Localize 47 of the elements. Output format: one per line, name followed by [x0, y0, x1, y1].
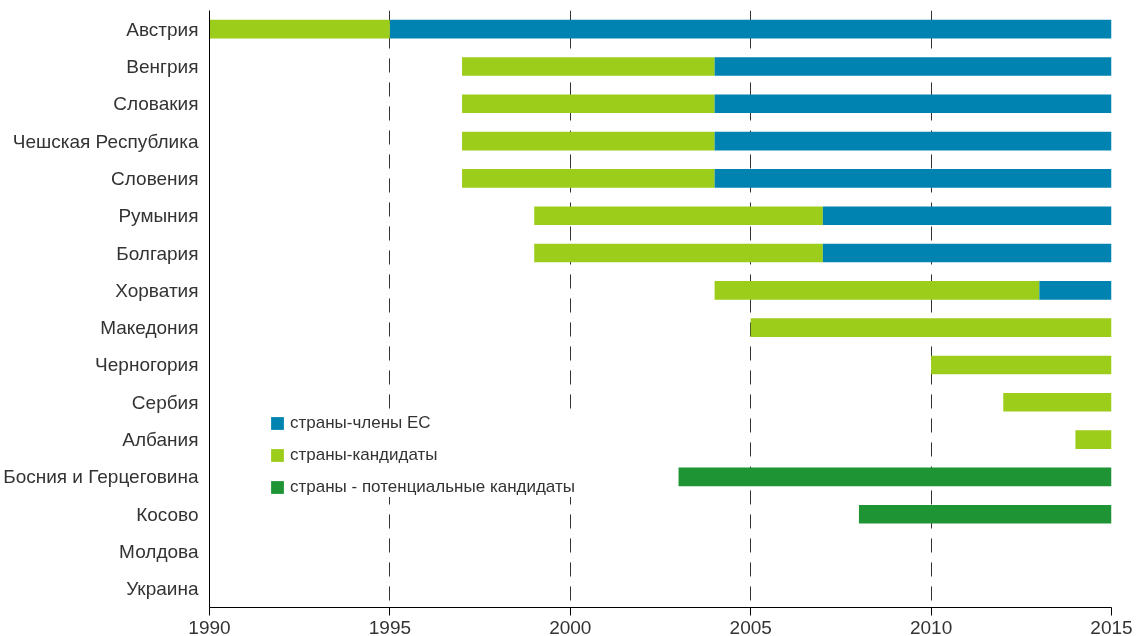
y-tick-label: Словакия [113, 93, 199, 115]
bar [822, 243, 1112, 263]
bar [714, 94, 1112, 114]
bar [678, 467, 1112, 487]
x-tick-label: 2000 [549, 616, 592, 636]
y-tick-label: Чешская Республика [12, 130, 199, 152]
x-tick-label: 2010 [909, 616, 953, 636]
y-tick-label: Македония [100, 317, 199, 339]
bar [462, 57, 715, 76]
x-tick-label: 2015 [1090, 616, 1133, 636]
bar [750, 318, 1112, 337]
y-tick-label: Украина [126, 578, 199, 600]
bar [858, 504, 1112, 524]
y-tick-label: Австрия [126, 18, 199, 40]
bar [714, 169, 1112, 188]
y-tick-label: Румыния [118, 205, 199, 227]
bar [931, 355, 1112, 375]
bar [389, 19, 1112, 39]
bar [1003, 392, 1112, 412]
bar [534, 243, 823, 263]
bar [534, 206, 823, 226]
bar [462, 169, 715, 188]
bar [714, 281, 1040, 300]
x-tick-label: 2005 [729, 616, 772, 636]
bar [714, 131, 1112, 151]
y-tick-label: Черногория [95, 354, 199, 376]
bar [1039, 281, 1112, 300]
bar [462, 131, 715, 151]
bar [714, 57, 1112, 76]
y-tick-label: Молдова [119, 541, 199, 563]
bar [822, 206, 1112, 226]
legend-label: страны - потенциальные кандидаты [290, 477, 575, 497]
bar [1075, 430, 1112, 449]
y-tick-label: Косово [136, 503, 199, 525]
x-tick-label: 1990 [188, 616, 231, 636]
y-tick-label: Албания [122, 429, 199, 451]
y-tick-label: Босния и Герцеговина [3, 466, 199, 488]
y-tick-label: Венгрия [126, 55, 199, 77]
y-tick-label: Болгария [116, 242, 199, 264]
legend-label: страны-кандидаты [290, 445, 438, 465]
bar [209, 19, 390, 39]
y-tick-label: Хорватия [115, 279, 199, 301]
bar [462, 94, 715, 114]
x-tick-label: 1995 [368, 616, 412, 636]
y-tick-label: Сербия [131, 391, 199, 413]
y-tick-label: Словения [111, 167, 199, 189]
legend-label: страны-члены ЕС [290, 413, 431, 433]
